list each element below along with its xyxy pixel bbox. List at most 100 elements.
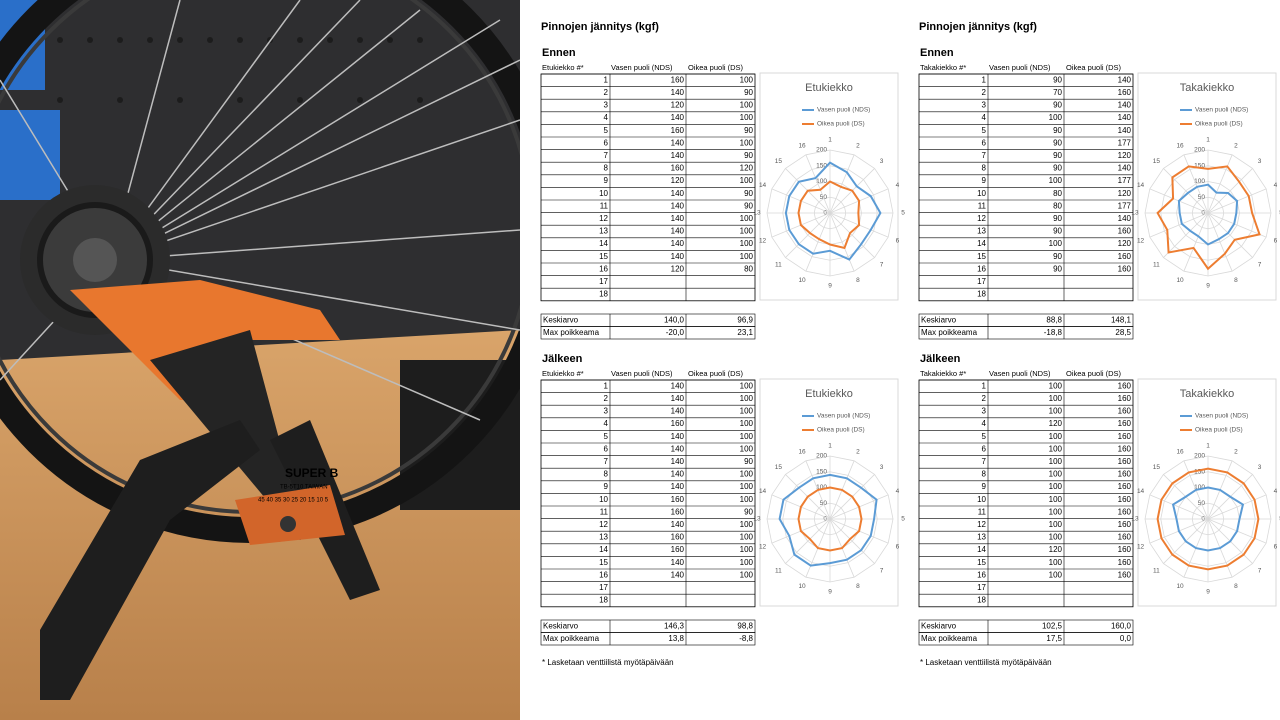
row-number: 8 [604, 470, 609, 479]
category-label: 6 [1274, 238, 1278, 245]
r-tick-label: 150 [1194, 162, 1205, 169]
photo: SUPER B TB-5T10 TAIWAN 45 40 35 30 25 20… [0, 0, 520, 720]
cell-value: 100 [740, 252, 754, 261]
cell-value: 100 [740, 432, 754, 441]
section-heading: Jälkeen [542, 353, 583, 365]
row-number: 9 [982, 482, 987, 491]
category-label: 2 [1234, 448, 1238, 455]
cell-value: 100 [740, 394, 754, 403]
summary-value: -18,8 [1044, 328, 1063, 337]
category-label: 10 [798, 583, 806, 590]
category-label: 15 [775, 464, 783, 471]
summary-value: 102,5 [1042, 621, 1063, 630]
cell-value: 90 [1053, 214, 1062, 223]
legend-label: Vasen puoli (NDS) [1195, 107, 1248, 114]
row-number: 7 [982, 457, 987, 466]
series-line [784, 161, 882, 261]
cell-value: 120 [671, 101, 685, 110]
category-label: 1 [1206, 443, 1210, 450]
cell-value: 140 [671, 113, 685, 122]
row-number: 7 [982, 151, 987, 160]
section-heading: Jälkeen [920, 353, 961, 365]
legend-label: Oikea puoli (DS) [1195, 427, 1243, 434]
row-number: 12 [599, 520, 608, 529]
cell-value: 100 [1049, 457, 1063, 466]
cell-value: 160 [1118, 520, 1132, 529]
cell-value: 100 [1049, 176, 1063, 185]
summary-value: 98,8 [737, 621, 753, 630]
category-label: 14 [1137, 488, 1145, 495]
category-label: 13 [753, 210, 761, 217]
cell-value: 140 [671, 239, 685, 248]
row-number: 10 [977, 189, 986, 198]
row-number: 13 [977, 533, 986, 542]
cell-value: 100 [740, 214, 754, 223]
cell-value: 160 [671, 75, 685, 84]
cell-value: 160 [671, 533, 685, 542]
cell-value: 160 [1118, 407, 1132, 416]
spoke [1183, 154, 1209, 214]
category-label: 10 [1176, 583, 1184, 590]
cell-value: 140 [671, 482, 685, 491]
cell-value: 140 [671, 381, 685, 390]
cell-value: 177 [1118, 176, 1132, 185]
summary-row [540, 326, 756, 340]
row-number: 6 [604, 138, 609, 147]
summary-label: Max poikkeama [543, 634, 600, 643]
spoke [829, 518, 875, 564]
cell-value: 100 [740, 407, 754, 416]
cell-value: 80 [1053, 189, 1062, 198]
row-number: 13 [977, 227, 986, 236]
cell-value: 160 [1118, 432, 1132, 441]
row-number: 10 [977, 495, 986, 504]
cell-value: 160 [1118, 419, 1132, 428]
cell-value: 177 [1118, 201, 1132, 210]
category-label: 9 [1206, 283, 1210, 290]
category-label: 11 [1153, 567, 1160, 574]
section-heading: Ennen [542, 47, 576, 59]
cell-value: 140 [671, 138, 685, 147]
cell-value: 100 [740, 101, 754, 110]
category-label: 3 [880, 464, 884, 471]
table-border [540, 379, 756, 608]
cell-value: 140 [671, 444, 685, 453]
chart-title: Etukiekko [805, 388, 853, 400]
spoke [1207, 168, 1253, 214]
row-number: 13 [599, 227, 608, 236]
category-label: 12 [759, 238, 767, 245]
column-header: Vasen puoli (NDS) [989, 63, 1051, 72]
summary-value: 96,9 [737, 315, 753, 324]
summary-value: 0,0 [1120, 634, 1132, 643]
column-header: Etukiekko #* [542, 63, 584, 72]
row-number: 2 [982, 394, 987, 403]
cell-value: 160 [1118, 495, 1132, 504]
summary-label: Keskiarvo [543, 315, 579, 324]
cell-value: 160 [1118, 227, 1132, 236]
summary-label: Max poikkeama [921, 328, 978, 337]
row-number: 11 [600, 507, 609, 516]
category-label: 13 [753, 516, 761, 523]
category-label: 7 [1258, 261, 1262, 268]
row-number: 2 [604, 394, 609, 403]
spoke [1207, 212, 1253, 258]
cell-value: 90 [1053, 151, 1062, 160]
cell-value: 100 [1049, 239, 1063, 248]
row-number: 15 [977, 558, 986, 567]
cell-value: 140 [671, 189, 685, 198]
cell-value: 100 [1049, 470, 1063, 479]
row-number: 13 [599, 533, 608, 542]
category-label: 16 [1176, 142, 1184, 149]
cell-value: 177 [1118, 138, 1132, 147]
category-label: 7 [1258, 567, 1262, 574]
cell-value: 120 [1049, 545, 1063, 554]
r-tick-label: 200 [816, 147, 827, 154]
category-label: 9 [828, 589, 832, 596]
column-header: Oikea puoli (DS) [1066, 63, 1122, 72]
footnote: * Lasketaan venttiilistä myötäpäivään [542, 658, 674, 667]
category-label: 7 [880, 567, 884, 574]
cell-value: 120 [1118, 239, 1132, 248]
row-number: 1 [982, 381, 987, 390]
cell-value: 100 [740, 381, 754, 390]
category-label: 4 [1274, 182, 1278, 189]
